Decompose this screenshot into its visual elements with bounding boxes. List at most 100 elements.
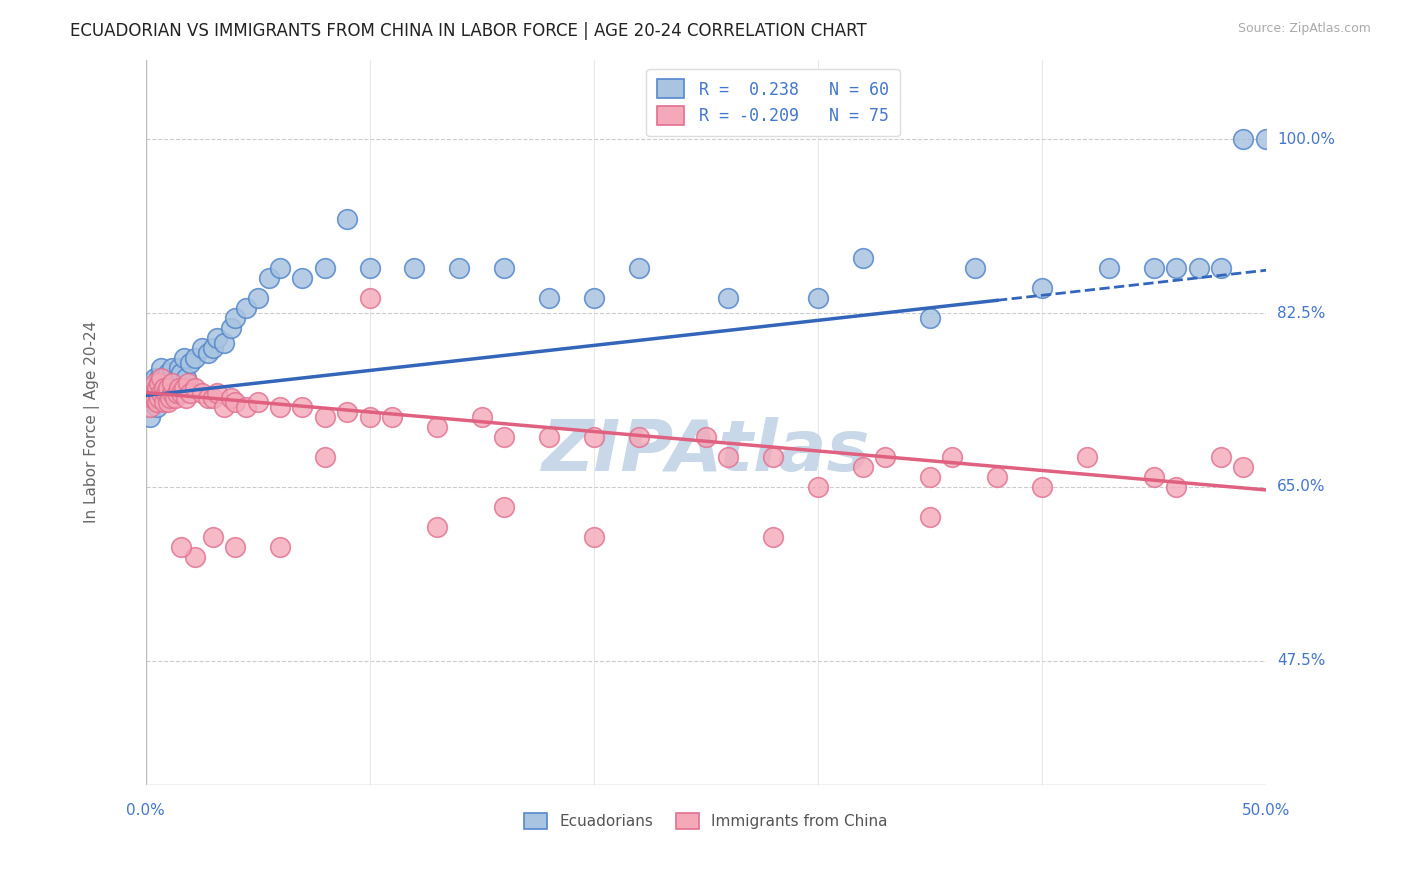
Point [695,430,717,444]
Point [146,380,169,394]
Point [141,395,163,409]
Point [148,370,170,384]
Point [170,366,193,380]
Point [166,370,188,384]
Point [152,380,174,394]
Point [1076,450,1098,464]
Point [219,391,242,405]
Point [494,500,516,514]
Point [139,410,162,425]
Point [986,470,1008,484]
Point [1188,261,1211,276]
Point [173,380,195,394]
Point [1031,480,1053,494]
Point [143,376,166,390]
Point [537,430,560,444]
Point [449,261,471,276]
Point [269,540,291,554]
Point [246,395,269,409]
Point [471,410,494,425]
Point [166,385,188,400]
Point [143,391,166,405]
Point [159,391,181,405]
Text: 50.0%: 50.0% [1241,803,1291,818]
Point [314,410,336,425]
Point [807,291,830,305]
Text: Source: ZipAtlas.com: Source: ZipAtlas.com [1237,22,1371,36]
Point [1232,460,1254,475]
Point [494,261,516,276]
Point [873,450,896,464]
Point [143,370,166,384]
Point [359,291,381,305]
Point [163,376,186,390]
Point [173,351,195,365]
Point [162,385,184,400]
Point [174,391,197,405]
Point [807,480,830,494]
Point [246,291,269,305]
Point [1254,132,1277,146]
Point [197,391,219,405]
Point [1232,132,1254,146]
Point [235,301,257,315]
Point [582,430,605,444]
Point [219,321,242,335]
Point [224,395,246,409]
Text: ECUADORIAN VS IMMIGRANTS FROM CHINA IN LABOR FORCE | AGE 20-24 CORRELATION CHART: ECUADORIAN VS IMMIGRANTS FROM CHINA IN L… [70,22,868,40]
Point [155,385,177,400]
Point [537,291,560,305]
Point [627,430,650,444]
Point [148,391,170,405]
Point [167,380,190,394]
Point [314,261,336,276]
Point [156,366,179,380]
Point [162,376,184,390]
Point [150,385,173,400]
Point [359,410,381,425]
Point [1166,480,1188,494]
Point [235,401,257,415]
Point [143,391,166,405]
Point [336,211,359,226]
Point [155,376,177,390]
Point [291,401,314,415]
Point [1143,261,1166,276]
Point [146,401,169,415]
Point [1031,281,1053,295]
Point [148,376,170,390]
Point [941,450,963,464]
Point [762,530,785,544]
Point [150,360,173,375]
Point [152,370,174,384]
Text: 0.0%: 0.0% [127,803,165,818]
Point [1209,261,1232,276]
Point [162,370,184,384]
Point [190,341,212,355]
Point [257,271,280,285]
Point [179,385,201,400]
Point [963,261,986,276]
Point [156,385,179,400]
Point [336,405,359,419]
Point [426,420,449,434]
Point [582,530,605,544]
Point [1098,261,1121,276]
Point [139,401,162,415]
Point [184,380,207,394]
Point [162,360,184,375]
Point [269,401,291,415]
Text: 65.0%: 65.0% [1277,479,1326,494]
Point [152,391,174,405]
Point [207,385,229,400]
Point [918,470,941,484]
Point [174,370,197,384]
Point [851,460,873,475]
Point [918,509,941,524]
Point [177,376,200,390]
Point [148,385,170,400]
Text: 100.0%: 100.0% [1277,132,1336,146]
Point [152,395,174,409]
Point [381,410,404,425]
Point [224,310,246,325]
